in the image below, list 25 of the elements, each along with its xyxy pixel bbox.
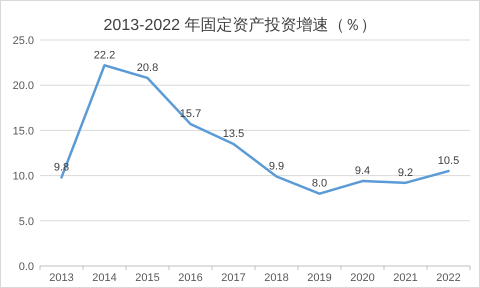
data-label: 9.9 (268, 160, 284, 173)
data-label: 22.2 (94, 49, 116, 62)
x-tick-label: 2019 (307, 272, 332, 284)
y-tick-label: 25.0 (12, 35, 34, 47)
x-tick-label: 2020 (350, 272, 375, 284)
x-tick-label: 2017 (221, 272, 246, 284)
y-tick-label: 20.0 (12, 80, 34, 92)
data-label: 9.2 (398, 166, 414, 179)
x-tick-label: 2022 (436, 272, 461, 284)
x-tick-label: 2016 (178, 272, 203, 284)
x-tick-label: 2015 (135, 272, 160, 284)
data-label: 8.0 (312, 178, 328, 190)
x-tick-label: 2013 (49, 272, 74, 284)
x-tick-label: 2021 (393, 272, 418, 284)
y-tick-label: 0.0 (18, 261, 34, 273)
chart-title: 2013-2022 年固定资产投资增速（％） (104, 16, 376, 34)
data-label: 10.5 (438, 155, 460, 168)
data-label: 9.4 (354, 165, 370, 178)
data-label: 20.8 (136, 62, 158, 74)
y-tick-label: 15.0 (12, 125, 34, 138)
y-tick-label: 5.0 (18, 216, 34, 228)
x-tick-label: 2018 (264, 272, 289, 284)
x-tick-label: 2014 (92, 272, 117, 284)
y-tick-label: 10.0 (12, 170, 34, 183)
data-label: 13.5 (222, 128, 244, 140)
